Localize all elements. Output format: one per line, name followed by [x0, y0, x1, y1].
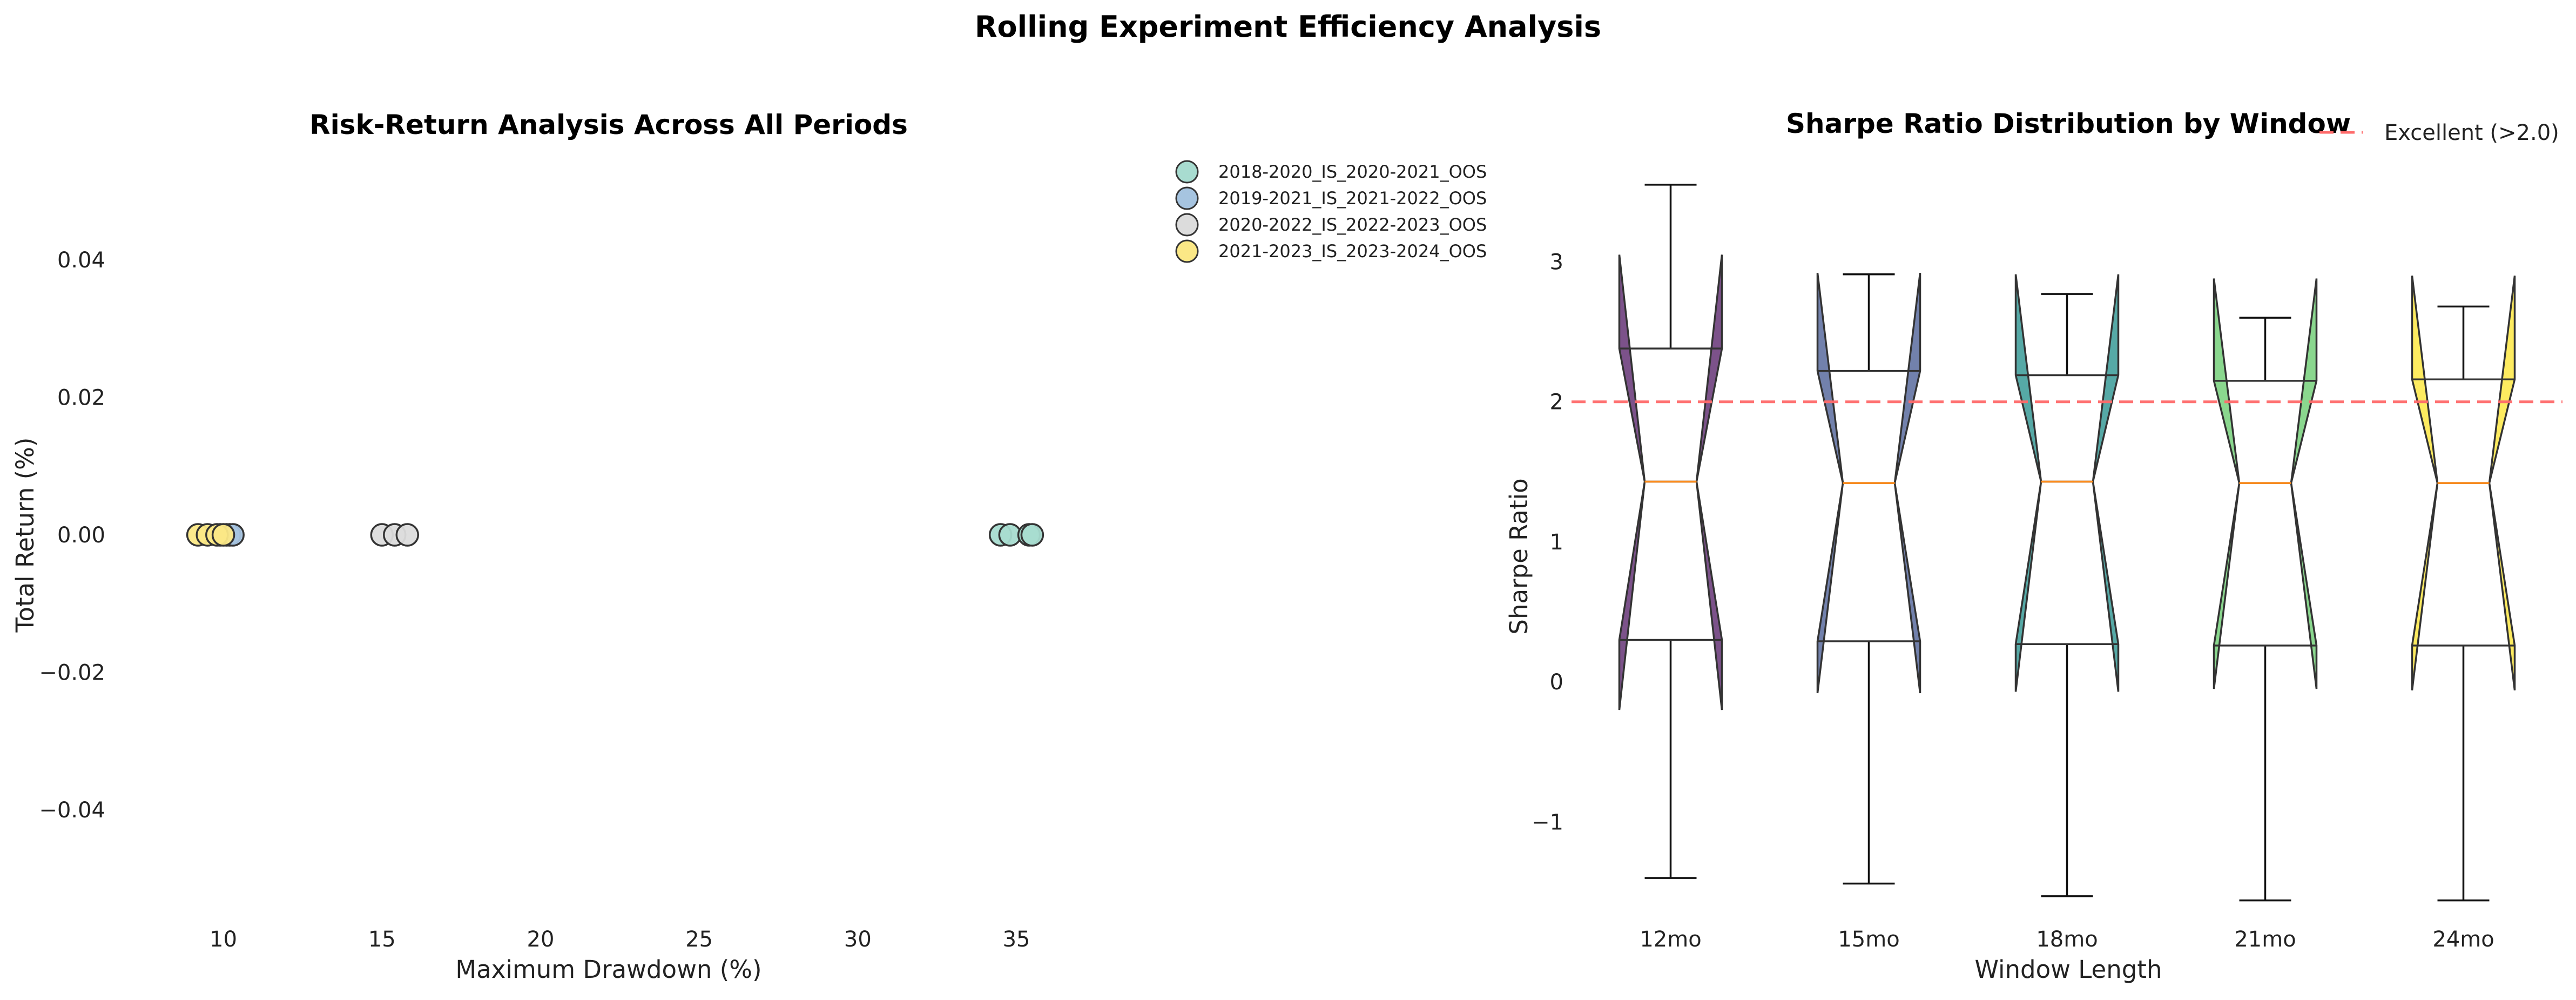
left-x-tick-label: 15 [368, 927, 396, 952]
right-y-tick-label: 2 [1550, 390, 1563, 415]
risk-return-panel: Risk-Return Analysis Across All Periods … [11, 109, 1487, 984]
legend-label-2: 2019-2021_IS_2021-2022_OOS [1218, 188, 1487, 209]
scatter-point-1 [1020, 523, 1044, 547]
box-12mo [1618, 254, 1723, 710]
figure-title: Rolling Experiment Efficiency Analysis [975, 10, 1601, 44]
box-21mo [2213, 278, 2318, 689]
right-y-tick-label: 3 [1550, 250, 1563, 274]
right-y-tick-label: 1 [1550, 530, 1563, 555]
right-y-ticks: −1 0 1 2 3 [1532, 250, 1563, 835]
box-15mo [1816, 272, 1921, 694]
right-x-tick-label: 12mo [1640, 927, 1701, 952]
right-x-tick-label: 24mo [2432, 927, 2494, 952]
left-y-tick-label: −0.02 [39, 661, 105, 686]
legend-label-1: 2018-2020_IS_2020-2021_OOS [1218, 162, 1487, 182]
left-x-tick-label: 25 [685, 927, 713, 952]
legend-marker-1 [1175, 160, 1199, 184]
sharpe-legend: Excellent (>2.0) [2319, 120, 2559, 145]
legend-label-3: 2020-2022_IS_2022-2023_OOS [1218, 214, 1487, 235]
sharpe-panel: Sharpe Ratio Distribution by Window −1 0 1… [1505, 108, 2562, 984]
scatter-point-4 [211, 523, 235, 547]
box-24mo [2411, 276, 2516, 690]
left-x-tick-label: 35 [1003, 927, 1030, 952]
scatter-legend: 2018-2020_IS_2020-2021_OOS 2019-2021_IS_2… [1175, 160, 1487, 263]
left-x-axis-label: Maximum Drawdown (%) [455, 955, 761, 984]
right-y-axis-label: Sharpe Ratio [1505, 478, 1533, 634]
left-x-tick-label: 20 [527, 927, 555, 952]
left-y-tick-label: 0.00 [57, 523, 105, 548]
sharpe-title: Sharpe Ratio Distribution by Window [1786, 108, 2351, 139]
right-x-tick-label: 15mo [1838, 927, 1899, 952]
legend-marker-4 [1175, 239, 1199, 263]
left-x-tick-label: 30 [844, 927, 872, 952]
left-y-ticks: −0.04 −0.02 0.00 0.02 0.04 [39, 248, 105, 823]
box-18mo [2014, 274, 2120, 692]
risk-return-title: Risk-Return Analysis Across All Periods [309, 109, 908, 140]
right-y-tick-label: −1 [1532, 810, 1563, 835]
right-x-tick-label: 21mo [2234, 927, 2296, 952]
left-x-tick-label: 10 [210, 927, 237, 952]
legend-label-4: 2021-2023_IS_2023-2024_OOS [1218, 241, 1487, 261]
right-x-ticks: 12mo 15mo 18mo 21mo 24mo [1640, 927, 2494, 952]
left-y-tick-label: 0.04 [57, 248, 105, 273]
left-y-axis-label: Total Return (%) [11, 438, 39, 633]
box-plots [1618, 184, 2516, 902]
left-y-tick-label: −0.04 [39, 798, 105, 823]
left-x-ticks: 10 15 20 25 30 35 [210, 927, 1030, 952]
right-x-axis-label: Window Length [1975, 955, 2162, 984]
scatter-point-3 [395, 523, 420, 547]
legend-marker-3 [1175, 213, 1199, 237]
legend-label-excellent: Excellent (>2.0) [2384, 120, 2559, 145]
right-x-tick-label: 18mo [2036, 927, 2098, 952]
legend-marker-2 [1175, 186, 1199, 210]
right-y-tick-label: 0 [1550, 670, 1563, 695]
scatter-points [186, 523, 1044, 547]
left-y-tick-label: 0.02 [57, 385, 105, 410]
